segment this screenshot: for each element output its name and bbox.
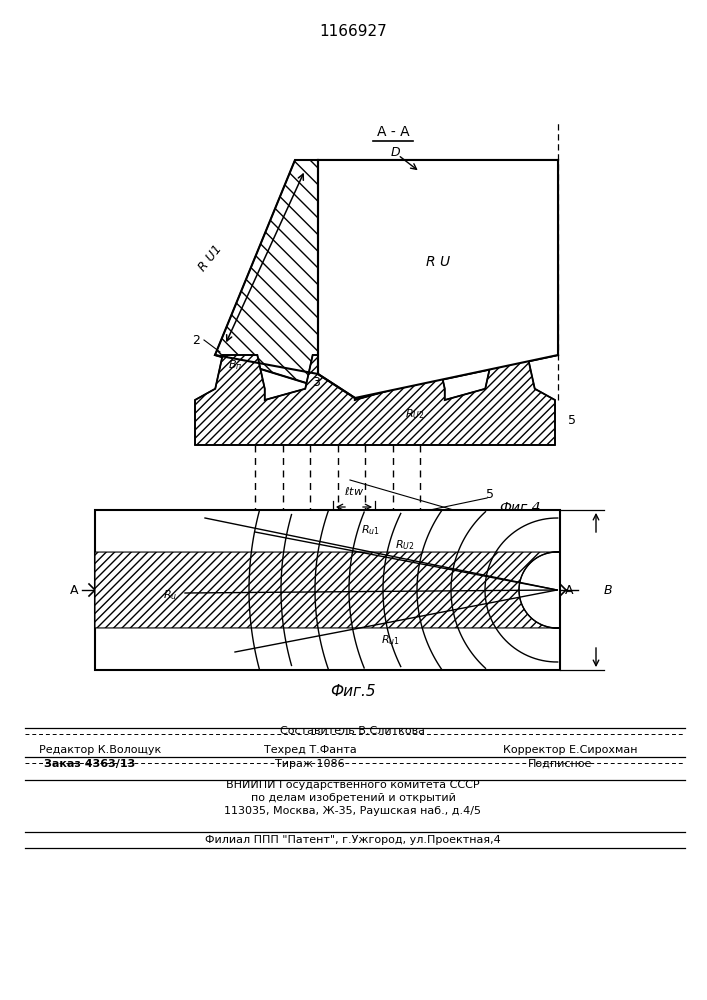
Text: по делам изобретений и открытий: по делам изобретений и открытий <box>250 793 455 803</box>
Text: 3: 3 <box>312 376 320 389</box>
Text: $B_п$: $B_п$ <box>228 358 243 372</box>
Polygon shape <box>318 160 558 398</box>
Text: Корректор Е.Сирохман: Корректор Е.Сирохман <box>503 745 637 755</box>
Text: A: A <box>69 584 78 596</box>
Text: 1166927: 1166927 <box>319 24 387 39</box>
Text: Подписное: Подписное <box>528 759 592 769</box>
Text: 5: 5 <box>486 488 494 502</box>
Polygon shape <box>95 552 559 628</box>
Text: A - A: A - A <box>377 125 409 139</box>
Text: Заказ 4363/13: Заказ 4363/13 <box>45 759 136 769</box>
Text: D: D <box>390 145 400 158</box>
Text: 5: 5 <box>568 414 576 426</box>
Text: Тираж 1086: Тираж 1086 <box>275 759 345 769</box>
Text: $R_{u1}$: $R_{u1}$ <box>380 633 399 647</box>
Text: R U1: R U1 <box>196 242 224 274</box>
Text: B: B <box>604 584 613 596</box>
Text: Техред Т.Фанта: Техред Т.Фанта <box>264 745 356 755</box>
Text: ВНИИПИ Государственного комитета СССР: ВНИИПИ Государственного комитета СССР <box>226 780 480 790</box>
Bar <box>95 510 560 670</box>
Text: $R_{U2}$: $R_{U2}$ <box>405 407 425 421</box>
Polygon shape <box>215 160 558 398</box>
Text: 2: 2 <box>192 334 200 347</box>
Text: Филиал ППП "Патент", г.Ужгород, ул.Проектная,4: Филиал ППП "Патент", г.Ужгород, ул.Проек… <box>205 835 501 845</box>
Text: Фиг.4: Фиг.4 <box>499 501 541 515</box>
Text: $R_{U2}$: $R_{U2}$ <box>395 538 415 552</box>
Text: R U: R U <box>426 255 450 269</box>
Text: $R_{u1}$: $R_{u1}$ <box>361 523 380 537</box>
Polygon shape <box>195 355 555 445</box>
Text: Составитель В.Слиткова: Составитель В.Слиткова <box>281 726 426 736</box>
Text: 5: 5 <box>498 520 506 532</box>
Text: $R_u$: $R_u$ <box>163 588 177 602</box>
Text: A: A <box>565 584 573 596</box>
Text: $\ell t w$: $\ell t w$ <box>344 485 364 497</box>
Text: Редактор К.Волощук: Редактор К.Волощук <box>39 745 161 755</box>
Text: Фиг.5: Фиг.5 <box>330 684 376 700</box>
Text: 113035, Москва, Ж-35, Раушская наб., д.4/5: 113035, Москва, Ж-35, Раушская наб., д.4… <box>225 806 481 816</box>
